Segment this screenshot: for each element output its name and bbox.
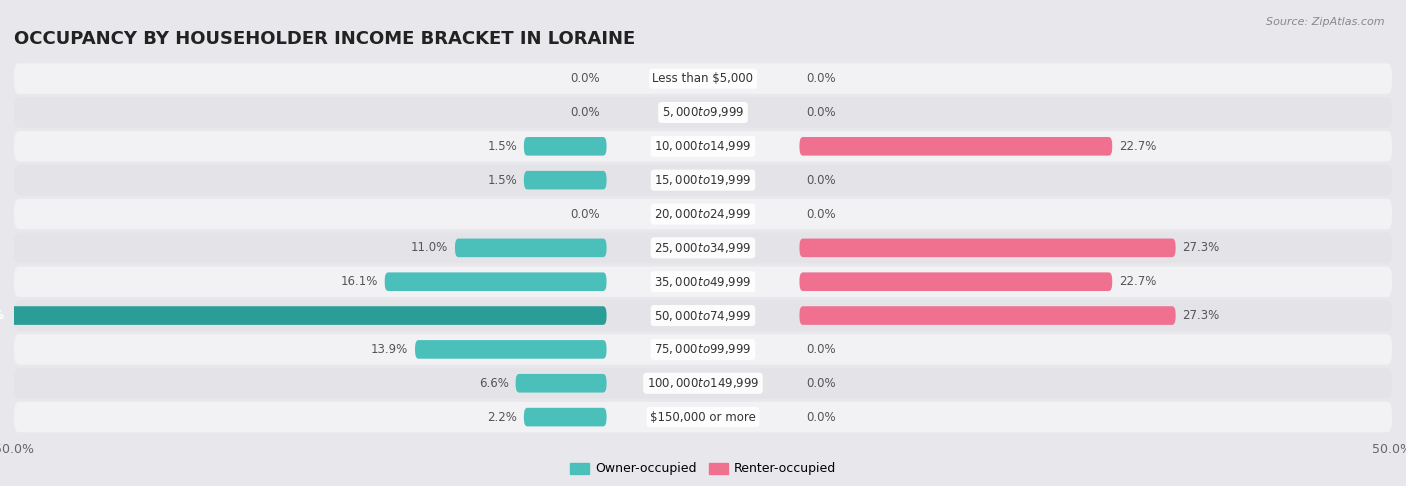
- FancyBboxPatch shape: [800, 137, 1112, 156]
- Text: $75,000 to $99,999: $75,000 to $99,999: [654, 343, 752, 356]
- FancyBboxPatch shape: [14, 233, 1392, 263]
- FancyBboxPatch shape: [14, 165, 1392, 195]
- Text: 0.0%: 0.0%: [569, 208, 599, 221]
- Text: Less than $5,000: Less than $5,000: [652, 72, 754, 85]
- Text: $15,000 to $19,999: $15,000 to $19,999: [654, 173, 752, 187]
- Text: $20,000 to $24,999: $20,000 to $24,999: [654, 207, 752, 221]
- Text: $150,000 or more: $150,000 or more: [650, 411, 756, 424]
- Text: $10,000 to $14,999: $10,000 to $14,999: [654, 139, 752, 153]
- Text: 0.0%: 0.0%: [807, 343, 837, 356]
- FancyBboxPatch shape: [14, 266, 1392, 297]
- Text: 1.5%: 1.5%: [488, 174, 517, 187]
- FancyBboxPatch shape: [14, 300, 1392, 331]
- Text: 22.7%: 22.7%: [1119, 275, 1157, 288]
- Text: Source: ZipAtlas.com: Source: ZipAtlas.com: [1267, 17, 1385, 27]
- Text: 0.0%: 0.0%: [569, 106, 599, 119]
- Text: 13.9%: 13.9%: [371, 343, 408, 356]
- FancyBboxPatch shape: [516, 374, 606, 393]
- Text: 0.0%: 0.0%: [807, 411, 837, 424]
- Text: $5,000 to $9,999: $5,000 to $9,999: [662, 105, 744, 120]
- FancyBboxPatch shape: [456, 239, 606, 257]
- FancyBboxPatch shape: [524, 171, 606, 190]
- Text: 11.0%: 11.0%: [411, 242, 449, 254]
- FancyBboxPatch shape: [14, 402, 1392, 433]
- Text: $100,000 to $149,999: $100,000 to $149,999: [647, 376, 759, 390]
- Text: OCCUPANCY BY HOUSEHOLDER INCOME BRACKET IN LORAINE: OCCUPANCY BY HOUSEHOLDER INCOME BRACKET …: [14, 31, 636, 49]
- FancyBboxPatch shape: [415, 340, 606, 359]
- Text: 6.6%: 6.6%: [479, 377, 509, 390]
- Text: 0.0%: 0.0%: [807, 208, 837, 221]
- Text: 2.2%: 2.2%: [486, 411, 517, 424]
- FancyBboxPatch shape: [14, 131, 1392, 161]
- FancyBboxPatch shape: [800, 306, 1175, 325]
- Text: 47.5%: 47.5%: [0, 309, 4, 322]
- FancyBboxPatch shape: [14, 97, 1392, 128]
- FancyBboxPatch shape: [0, 306, 606, 325]
- FancyBboxPatch shape: [800, 272, 1112, 291]
- FancyBboxPatch shape: [800, 239, 1175, 257]
- Text: 0.0%: 0.0%: [807, 174, 837, 187]
- Legend: Owner-occupied, Renter-occupied: Owner-occupied, Renter-occupied: [565, 457, 841, 481]
- FancyBboxPatch shape: [385, 272, 606, 291]
- FancyBboxPatch shape: [524, 408, 606, 426]
- Text: 1.5%: 1.5%: [488, 140, 517, 153]
- FancyBboxPatch shape: [14, 63, 1392, 94]
- FancyBboxPatch shape: [14, 199, 1392, 229]
- Text: 27.3%: 27.3%: [1182, 309, 1220, 322]
- Text: 27.3%: 27.3%: [1182, 242, 1220, 254]
- FancyBboxPatch shape: [524, 137, 606, 156]
- Text: 0.0%: 0.0%: [569, 72, 599, 85]
- Text: 0.0%: 0.0%: [807, 106, 837, 119]
- Text: $25,000 to $34,999: $25,000 to $34,999: [654, 241, 752, 255]
- FancyBboxPatch shape: [14, 334, 1392, 364]
- Text: $50,000 to $74,999: $50,000 to $74,999: [654, 309, 752, 323]
- Text: 16.1%: 16.1%: [340, 275, 378, 288]
- Text: 22.7%: 22.7%: [1119, 140, 1157, 153]
- Text: 0.0%: 0.0%: [807, 72, 837, 85]
- FancyBboxPatch shape: [14, 368, 1392, 399]
- Text: 0.0%: 0.0%: [807, 377, 837, 390]
- Text: $35,000 to $49,999: $35,000 to $49,999: [654, 275, 752, 289]
